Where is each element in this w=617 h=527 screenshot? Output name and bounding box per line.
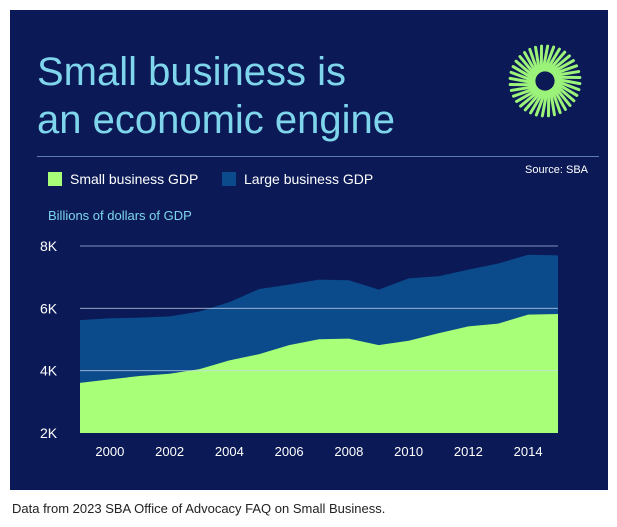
- logo-petal: [553, 70, 581, 77]
- logo-petal: [509, 85, 537, 92]
- logo-petal: [545, 47, 561, 72]
- logo-petal: [519, 89, 541, 108]
- divider: [37, 156, 599, 157]
- logo-petal: [543, 45, 556, 72]
- series-area-small-business: [80, 313, 558, 433]
- logo-petal: [518, 55, 537, 77]
- logo-center: [537, 73, 553, 89]
- legend-label-small: Small business GDP: [70, 171, 199, 187]
- infographic-panel: Small business is an economic engine Sma…: [10, 10, 608, 490]
- x-tick-label: 2002: [155, 444, 184, 459]
- logo-petal: [534, 90, 547, 117]
- caption: Data from 2023 SBA Office of Advocacy FA…: [12, 501, 386, 516]
- x-tick-label: 2004: [215, 444, 244, 459]
- headline-line-1: Small business is: [37, 50, 347, 94]
- x-tick-label: 2010: [394, 444, 423, 459]
- logo-petal: [534, 45, 541, 73]
- headline-line-2: an economic engine: [37, 98, 396, 142]
- logo-petal: [551, 86, 567, 111]
- y-axis-units-label: Billions of dollars of GDP: [48, 208, 192, 223]
- area-chart: 2K 4K 6K 8K 2000 2002 2004 2006 2008 2010 2012 2014: [40, 238, 558, 459]
- logo-petal: [553, 83, 576, 103]
- logo-petal: [554, 81, 579, 97]
- sunburst-logo-icon: [508, 44, 582, 118]
- logo-petal: [541, 44, 550, 72]
- logo-petal: [529, 90, 545, 115]
- logo-petal: [547, 50, 567, 73]
- logo-petal: [511, 86, 539, 98]
- logo-petal: [515, 87, 540, 103]
- legend-swatch-large: [222, 172, 236, 186]
- logo-petal: [554, 77, 582, 86]
- y-tick-label: 4K: [40, 363, 58, 379]
- y-tick-label: 6K: [40, 300, 58, 316]
- logo-petal: [509, 70, 536, 83]
- legend-label-large: Large business GDP: [244, 171, 374, 187]
- logo-petal: [553, 85, 572, 107]
- x-tick-label: 2012: [454, 444, 483, 459]
- logo-petal: [540, 90, 549, 118]
- logo-petal: [550, 87, 562, 115]
- logo-petal: [523, 51, 539, 76]
- logo-petal: [528, 47, 540, 75]
- logo-petal: [511, 65, 536, 81]
- y-tick-label: 2K: [40, 425, 58, 441]
- logo-petal: [554, 79, 581, 92]
- legend-swatch-small: [48, 172, 62, 186]
- x-tick-label: 2014: [514, 444, 543, 459]
- logo-petal: [550, 59, 575, 75]
- logo-petal: [549, 54, 571, 73]
- logo-petal: [514, 59, 537, 79]
- logo-petal: [551, 64, 579, 76]
- y-tick-label: 8K: [40, 238, 58, 254]
- headline: Small business is an economic engine: [37, 48, 395, 144]
- x-tick-label: 2008: [334, 444, 363, 459]
- source-note: Source: SBA: [525, 164, 588, 176]
- logo-petal: [508, 76, 536, 85]
- x-tick-label: 2000: [95, 444, 124, 459]
- logo-petal: [523, 89, 543, 112]
- logo-petal: [549, 89, 556, 117]
- x-tick-label: 2006: [275, 444, 304, 459]
